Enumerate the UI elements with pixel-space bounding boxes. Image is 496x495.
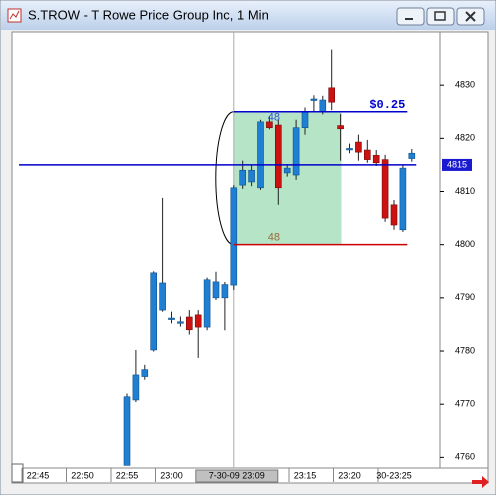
- candle-body: [257, 121, 264, 189]
- candle-body: [248, 169, 255, 183]
- bottom-label: 48: [268, 232, 280, 244]
- x-tick-label: 23:20: [338, 470, 361, 480]
- candle-body: [123, 396, 131, 466]
- window-buttons: [396, 7, 485, 26]
- last-price-box: [442, 158, 472, 171]
- x-tick-label: 23:00: [160, 470, 183, 480]
- candle-body: [203, 279, 211, 328]
- y-tick-label: 4760: [455, 452, 475, 462]
- candle-body: [221, 284, 229, 299]
- y-tick-label: 4770: [455, 399, 475, 409]
- candle-body: [239, 169, 246, 186]
- candle-body: [390, 204, 398, 226]
- candle-body: [337, 125, 344, 130]
- candle-body: [230, 187, 238, 286]
- candle-body: [355, 141, 362, 153]
- maximize-glyph: [434, 11, 446, 21]
- candle-body: [194, 314, 202, 328]
- candle-body: [283, 167, 291, 174]
- x-tick-label: 23:15: [294, 470, 317, 480]
- close-glyph: [465, 11, 476, 22]
- candle-body: [274, 124, 282, 189]
- x-tick-label: 22:55: [116, 470, 139, 480]
- candle-body: [328, 87, 336, 103]
- minimize-button[interactable]: [396, 7, 425, 26]
- y-tick-label: 4790: [455, 292, 475, 302]
- candle-body: [399, 167, 407, 231]
- crosshair-label: 7-30-09 23:09: [209, 470, 265, 480]
- x-tick-label: 30-23:25: [376, 470, 412, 480]
- candle-body: [319, 99, 327, 113]
- candle-body: [141, 369, 149, 377]
- corner-box: [11, 463, 24, 483]
- candle-body: [159, 282, 166, 311]
- candle-body: [372, 155, 380, 164]
- top-label: 48: [268, 112, 280, 124]
- candle-body: [346, 148, 353, 151]
- candle-body: [212, 281, 220, 299]
- candle-body: [168, 317, 175, 320]
- candle-body: [266, 121, 273, 129]
- candle-body: [408, 152, 416, 159]
- price-axis: [439, 31, 489, 469]
- x-tick-label: 22:50: [71, 470, 94, 480]
- last-price-label: 4815: [447, 159, 467, 169]
- candle-body: [150, 272, 157, 351]
- y-tick-label: 4830: [455, 80, 475, 90]
- x-tick-label: 22:45: [27, 470, 50, 480]
- candle-body: [177, 321, 184, 324]
- candle-body: [132, 374, 140, 401]
- gain-label: $0.25: [369, 98, 405, 112]
- y-tick-label: 4800: [455, 239, 475, 249]
- candle-body: [310, 98, 318, 101]
- maximize-button[interactable]: [426, 7, 455, 26]
- crosshair-label-box: [195, 469, 279, 483]
- candle-body: [186, 316, 193, 331]
- plot-area: [11, 31, 441, 469]
- candle-body: [301, 111, 309, 129]
- y-tick-label: 4810: [455, 186, 475, 196]
- app-icon-glyph: [9, 10, 20, 20]
- scroll-arrow[interactable]: [472, 476, 489, 488]
- y-tick-label: 4820: [455, 133, 475, 143]
- candle-body: [381, 159, 389, 219]
- window-title: S.TROW - T Rowe Price Group Inc, 1 Min: [28, 7, 269, 22]
- y-tick-label: 4780: [455, 345, 475, 355]
- candle-body: [363, 149, 371, 160]
- candle-body: [292, 127, 300, 176]
- bracket-ellipse: [215, 111, 234, 246]
